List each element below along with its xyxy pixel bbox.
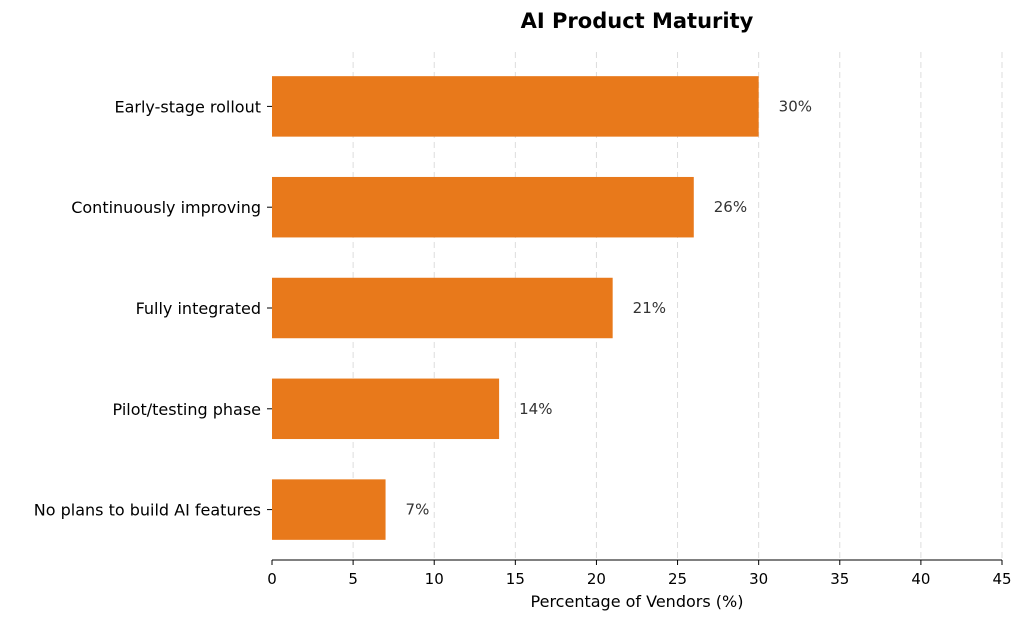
grid-lines xyxy=(352,52,1003,560)
x-tick-label-30: 30 xyxy=(749,570,768,588)
bar-0 xyxy=(272,76,759,137)
bar-2 xyxy=(272,277,613,339)
x-tick-label-40: 40 xyxy=(911,570,930,588)
x-axis-label: Percentage of Vendors (%) xyxy=(531,592,744,611)
category-label-1: Continuously improving xyxy=(71,198,261,217)
x-tick-label-35: 35 xyxy=(830,570,849,588)
category-label-3: Pilot/testing phase xyxy=(113,400,261,419)
bars xyxy=(272,76,759,540)
value-labels: 30% 26% 21% 14% 7% xyxy=(406,97,812,518)
x-ticks: 0 5 10 15 20 25 30 35 40 45 xyxy=(267,560,1012,588)
category-label-2: Fully integrated xyxy=(136,299,261,318)
bar-3 xyxy=(272,378,500,440)
x-tick-label-45: 45 xyxy=(992,570,1011,588)
value-label-2: 21% xyxy=(633,299,666,317)
chart-title: AI Product Maturity xyxy=(521,9,754,33)
value-label-4: 7% xyxy=(406,501,430,519)
category-labels: Early-stage rollout Continuously improvin… xyxy=(34,97,272,520)
x-tick-label-5: 5 xyxy=(348,570,358,588)
x-tick-label-25: 25 xyxy=(668,570,687,588)
x-tick-label-15: 15 xyxy=(506,570,525,588)
category-label-0: Early-stage rollout xyxy=(114,97,261,116)
value-label-3: 14% xyxy=(519,400,552,418)
bar-1 xyxy=(272,176,694,238)
value-label-0: 30% xyxy=(779,97,812,115)
value-label-1: 26% xyxy=(714,198,747,216)
category-label-4: No plans to build AI features xyxy=(34,501,261,520)
x-tick-label-0: 0 xyxy=(267,570,277,588)
bar-4 xyxy=(272,479,386,540)
x-tick-label-10: 10 xyxy=(425,570,444,588)
x-tick-label-20: 20 xyxy=(587,570,606,588)
